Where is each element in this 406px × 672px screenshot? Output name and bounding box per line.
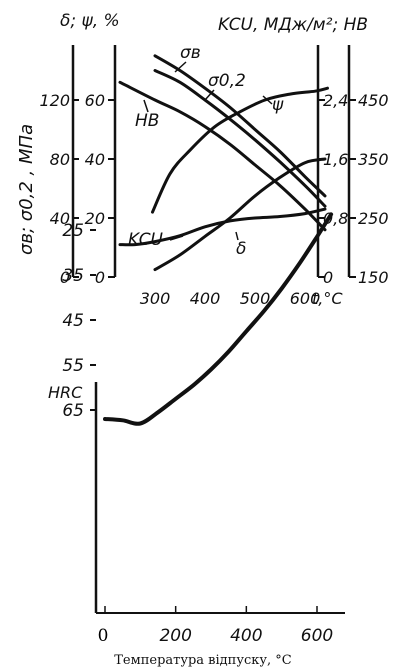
series-label: δ [236,239,246,259]
series-label-leader [143,99,149,113]
x-tick-label: 400 [190,289,221,308]
x-tick-label: 200 [159,626,191,646]
inner-right-tick-label: 1,6 [323,150,348,169]
x-tick-label: 500 [240,289,271,308]
inner-left-tick-label: 40 [85,150,105,169]
series-line [153,54,327,198]
outer-left-tick-label: 40 [50,209,70,228]
hrc-tick-label: 55 [62,356,84,376]
outer-right-tick-label: 250 [358,209,389,228]
x-tick-label: 400 [230,626,262,646]
series-label-leader [235,231,239,241]
series-label: ψ [272,95,284,115]
outer-left-tick-label: 120 [39,91,70,110]
x-axis-title: Температура відпуску, °С [114,653,292,668]
hrc-series-line [103,212,334,426]
hrc-tick-label: 65 [62,401,84,421]
chart-1: δ; ψ, % KCU, МДж/м²; НВ σв; σ0,2 , МПа 0… [16,11,389,308]
series-label: σв [180,43,201,63]
x-tick-label: 600 [301,626,333,646]
series-label: KCU [128,230,164,250]
outer-left-tick-label: 0 [60,268,70,287]
outer-right-tick-label: 350 [358,150,389,169]
series-line [118,80,327,232]
inner-left-tick-label: 0 [95,268,105,287]
series-label-leader [169,235,184,241]
hrc-axis-title: HRC [48,383,83,402]
outer-right-tick-label: 450 [358,91,389,110]
right-axes-title: KCU, МДж/м²; НВ [218,15,368,35]
series-label-leader [174,61,187,73]
series-line [151,86,329,214]
hrc-tick-label: 35 [62,266,84,286]
inner-right-tick-label: 0 [323,268,333,287]
inner-left-tick-label: 60 [85,91,105,110]
series-label-leader [204,89,215,101]
x-axis-title: t,°C [312,289,343,308]
inner-left-tick-label: 20 [85,209,105,228]
series-label: НВ [135,111,159,131]
outer-left-tick-label: 80 [50,150,70,169]
x-tick-label: 0 [98,626,109,646]
outer-right-tick-label: 150 [358,268,389,287]
series-label: σ0,2 [208,71,246,91]
series-line [153,157,327,272]
x-tick-label: 300 [140,289,171,308]
series-label-leader [262,95,273,105]
inner-left-axis-title: δ; ψ, % [60,11,120,31]
x-tick-label: 600 [290,289,321,308]
hrc-tick-label: 45 [62,311,84,331]
outer-left-axis-title: σв; σ0,2 , МПа [16,124,37,255]
hrc-tick-label: 25 [62,221,84,241]
inner-right-tick-label: 2,4 [323,91,348,110]
series-line [118,207,327,247]
series-line [153,69,327,208]
